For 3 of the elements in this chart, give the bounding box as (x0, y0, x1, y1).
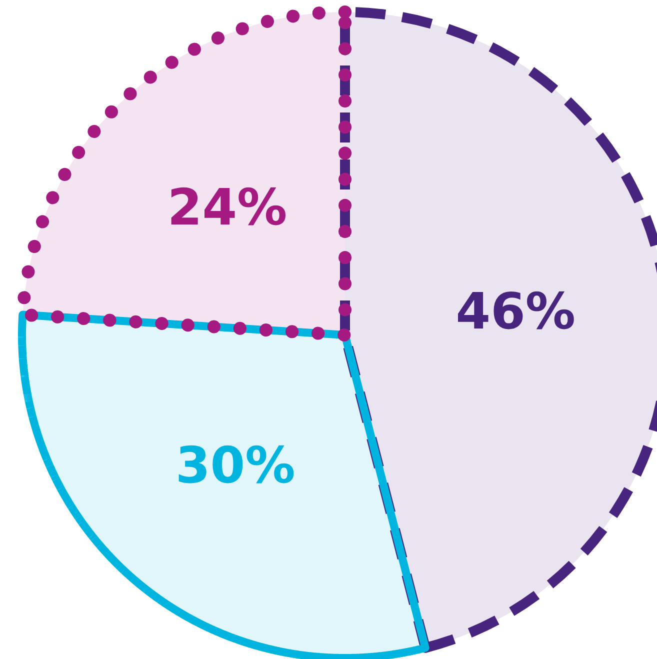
data-label: 30% (176, 436, 296, 495)
data-label: 24% (167, 178, 288, 237)
data-label: 46% (456, 282, 576, 340)
